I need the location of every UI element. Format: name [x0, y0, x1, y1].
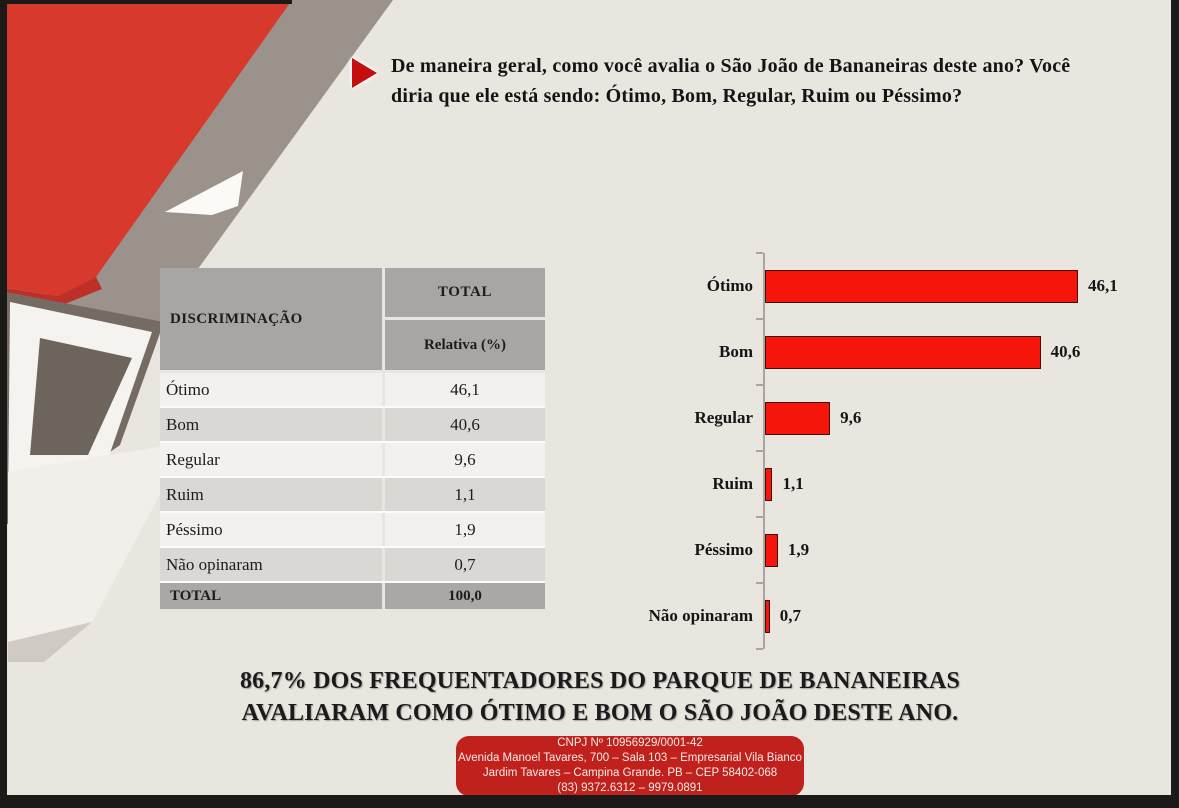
conclusion-line-2: AVALIARAM COMO ÓTIMO E BOM O SÃO JOÃO DE… — [241, 699, 959, 726]
chart-bar — [765, 401, 831, 435]
table-total-label: TOTAL — [160, 583, 382, 609]
table-row-value: 46,1 — [385, 373, 545, 406]
chart-row: Bom 40,6 — [610, 319, 1130, 385]
chart-value-label: 1,9 — [787, 540, 810, 559]
footer-address-1: Avenida Manoel Tavares, 700 – Sala 103 –… — [458, 752, 802, 765]
chart-bar-wrap: 46,1 — [765, 269, 1130, 303]
table-row-value: 1,9 — [385, 513, 545, 546]
question-text: De maneira geral, como você avalia o São… — [391, 55, 1071, 107]
table-row-value: 9,6 — [385, 443, 545, 476]
footer-phone: (83) 9372.6312 – 9979.0891 — [557, 781, 703, 794]
frame-edge-right — [1171, 0, 1179, 808]
table-header-discriminacao: DISCRIMINAÇÃO — [160, 268, 382, 370]
table-row-value: 0,7 — [385, 548, 545, 581]
table-row-label: Regular — [160, 443, 382, 476]
axis-tick-mark — [756, 252, 763, 254]
chart-category-label: Não opinaram — [648, 606, 753, 625]
chart-value-label: 9,6 — [840, 408, 862, 427]
table-row-label: Bom — [160, 408, 382, 441]
table-row-label: Péssimo — [160, 513, 382, 546]
chart-axis — [763, 253, 765, 649]
chart-row: Péssimo 1,9 — [610, 517, 1130, 583]
axis-tick-mark — [756, 318, 763, 320]
chart-row: Regular 9,6 — [610, 385, 1130, 451]
arrow-bullet-icon — [352, 58, 377, 88]
chart-row: Não opinaram 0,7 — [610, 583, 1130, 649]
chart-bar — [765, 533, 778, 567]
chart-bar — [765, 599, 770, 633]
chart-bar — [765, 335, 1041, 369]
table-row: Ótimo 46,1 — [160, 373, 545, 408]
chart-value-label: 1,1 — [782, 474, 804, 493]
axis-tick-mark — [756, 582, 763, 584]
chart-row: Ótimo 46,1 — [610, 253, 1130, 319]
art-sheet-shadow — [8, 622, 92, 662]
chart-bar-wrap: 1,1 — [765, 467, 1130, 501]
chart-bar-wrap: 1,9 — [765, 533, 1130, 567]
chart-category-label: Péssimo — [694, 540, 753, 559]
footer-cnpj: CNPJ Nº 10956929/0001-42 — [557, 737, 703, 750]
table-header: DISCRIMINAÇÃO TOTAL Relativa (%) — [160, 268, 545, 370]
art-white-sheet — [8, 442, 188, 642]
frame-edge-top-left — [0, 0, 292, 4]
chart-bar — [765, 467, 773, 501]
results-table: DISCRIMINAÇÃO TOTAL Relativa (%) Ótimo 46… — [160, 268, 545, 609]
chart-row: Ruim 1,1 — [610, 451, 1130, 517]
axis-tick-mark — [756, 516, 763, 518]
footer-address-2: Jardim Tavares – Campina Grande. PB – CE… — [482, 767, 778, 779]
table-header-col2: TOTAL Relativa (%) — [385, 268, 545, 370]
table-row: Não opinaram 0,7 — [160, 548, 545, 583]
frame-edge-bottom — [0, 795, 1179, 808]
table-header-total: TOTAL — [385, 268, 545, 317]
footer-card: CNPJ Nº 10956929/0001-42 Avenida Manoel … — [456, 736, 804, 796]
conclusion-line-1: 86,7% DOS FREQUENTADORES DO PARQUE DE BA… — [239, 668, 961, 694]
art-frame-opening — [30, 338, 132, 455]
art-taupe-band — [42, 0, 393, 356]
chart-value-label: 40,6 — [1050, 342, 1081, 361]
question-block: De maneira geral, como você avalia o São… — [352, 52, 1112, 111]
table-row: Regular 9,6 — [160, 443, 545, 478]
axis-tick-mark — [756, 384, 763, 386]
table-total-value: 100,0 — [385, 583, 545, 609]
conclusion-statement: 86,7% DOS FREQUENTADORES DO PARQUE DE BA… — [140, 666, 1060, 729]
table-row-label: Não opinaram — [160, 548, 382, 581]
chart-category-label: Bom — [719, 342, 753, 361]
table-body: Ótimo 46,1 Bom 40,6 Regular 9,6 Ruim 1,1 Péssimo… — [160, 373, 545, 583]
bar-chart: Ótimo 46,1 Bom 40,6 Regular 9,6 Ruim 1,1 Péssimo… — [610, 245, 1130, 660]
table-row-value: 40,6 — [385, 408, 545, 441]
art-white-wedge — [165, 171, 243, 215]
chart-value-label: 0,7 — [779, 606, 801, 625]
table-header-relativa: Relativa (%) — [385, 320, 545, 370]
art-red-shape — [6, 0, 292, 296]
chart-bar-wrap: 0,7 — [765, 599, 1130, 633]
table-row: Bom 40,6 — [160, 408, 545, 443]
axis-tick-mark — [756, 648, 763, 650]
frame-edge-left — [0, 0, 7, 808]
table-row: Péssimo 1,9 — [160, 513, 545, 548]
chart-category-label: Regular — [694, 408, 753, 427]
chart-value-label: 46,1 — [1088, 276, 1118, 295]
table-total-row: TOTAL 100,0 — [160, 583, 545, 609]
table-row: Ruim 1,1 — [160, 478, 545, 513]
chart-bar-wrap: 40,6 — [765, 335, 1130, 369]
chart-category-label: Ótimo — [706, 276, 753, 295]
chart-bar-wrap: 9,6 — [765, 401, 1130, 435]
axis-tick-mark — [756, 450, 763, 452]
table-row-label: Ótimo — [160, 373, 382, 406]
table-row-label: Ruim — [160, 478, 382, 511]
chart-category-label: Ruim — [712, 474, 753, 493]
chart-bar — [765, 269, 1078, 303]
table-row-value: 1,1 — [385, 478, 545, 511]
